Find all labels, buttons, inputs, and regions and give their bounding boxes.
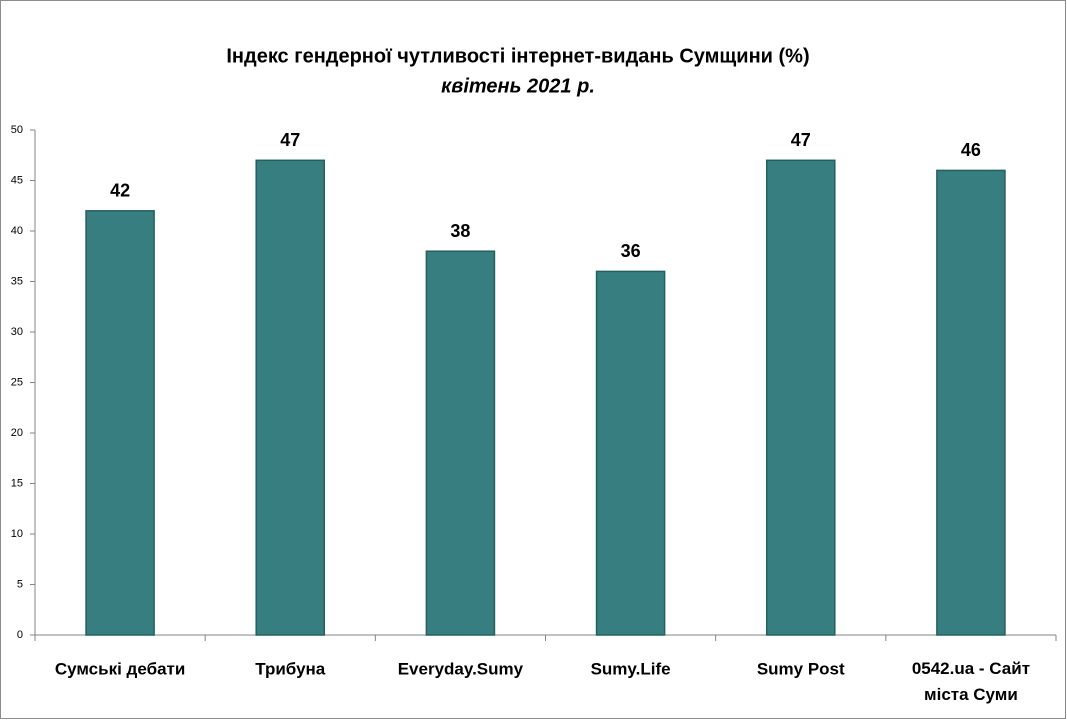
bar [936,169,1006,636]
value-label: 47 [280,130,300,150]
value-label: 36 [621,241,641,261]
bar [595,270,666,636]
y-tick-label: 15 [11,477,23,489]
y-tick-label: 25 [11,376,23,388]
y-tick-label: 5 [17,578,23,590]
y-tick-label: 30 [11,326,23,338]
bar [425,250,496,636]
chart-title: Індекс гендерної чутливості інтернет-вид… [226,45,809,67]
bar [255,159,326,636]
y-tick-label: 40 [11,225,23,237]
y-tick-label: 35 [11,275,23,287]
x-tick-label: 0542.ua - Сайт міста Суми [912,659,1030,704]
bar [85,210,155,636]
value-label: 42 [110,181,130,201]
chart-subtitle: квітень 2021 р. [441,75,595,97]
x-tick-label: Sumy.Life [591,659,671,678]
bar [765,159,836,636]
y-tick-label: 45 [11,174,23,186]
x-tick-label: Sumy Post [757,659,845,678]
value-label: 38 [450,221,470,241]
y-tick-label: 0 [17,629,23,641]
x-tick-label: Сумські дебати [55,659,185,678]
x-tick-label: Трибуна [255,659,326,678]
value-label: 47 [791,130,811,150]
value-label: 46 [961,140,981,160]
y-tick-label: 50 [11,124,23,136]
x-tick-label: Everyday.Sumy [398,659,524,678]
y-tick-label: 10 [11,528,23,540]
y-tick-label: 20 [11,427,23,439]
